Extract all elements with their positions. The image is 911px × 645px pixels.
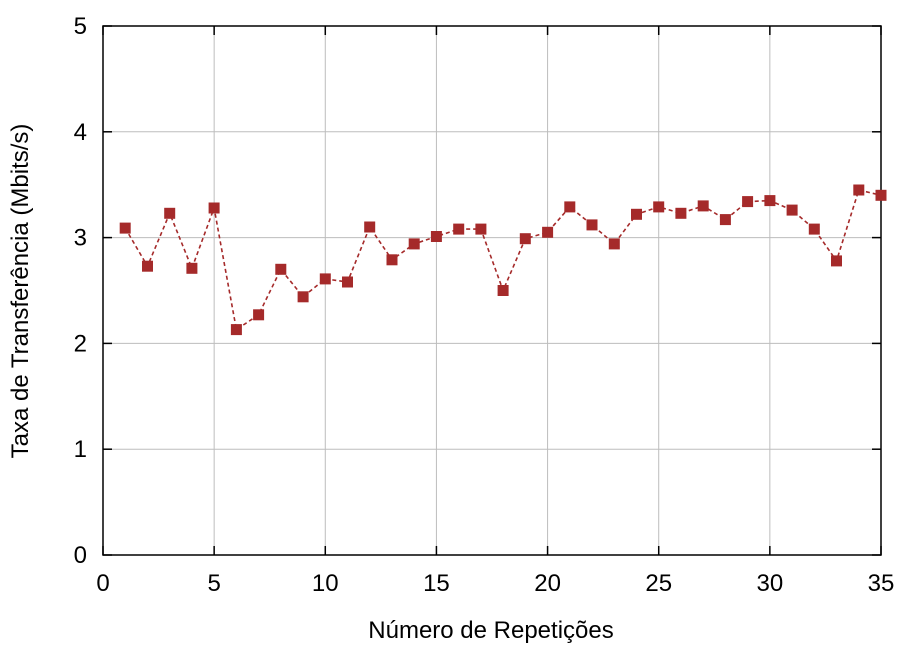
x-tick-labels: 0 5 10 15 20 25 30 35 <box>96 570 894 597</box>
data-point <box>298 291 309 302</box>
data-point <box>542 227 553 238</box>
y-tick-label: 2 <box>74 330 87 357</box>
data-point <box>764 195 775 206</box>
data-point <box>142 261 153 272</box>
x-tick-label: 30 <box>757 570 784 597</box>
x-tick-label: 25 <box>645 570 672 597</box>
x-tick-label: 0 <box>96 570 109 597</box>
data-point <box>809 224 820 235</box>
data-point <box>609 238 620 249</box>
y-tick-label: 0 <box>74 542 87 569</box>
plot-frame <box>103 26 881 555</box>
x-tick-label: 10 <box>312 570 339 597</box>
data-point <box>164 208 175 219</box>
y-tick-labels: 0 1 2 3 4 5 <box>74 13 87 569</box>
grid <box>103 26 881 555</box>
y-tick-label: 3 <box>74 225 87 252</box>
data-point <box>564 201 575 212</box>
data-point <box>698 200 709 211</box>
tick-marks <box>103 26 881 555</box>
data-point <box>409 238 420 249</box>
y-tick-label: 1 <box>74 436 87 463</box>
x-tick-label: 20 <box>534 570 561 597</box>
data-point <box>342 277 353 288</box>
data-point <box>320 273 331 284</box>
data-point <box>831 255 842 266</box>
series-layer <box>120 185 887 336</box>
data-point <box>231 324 242 335</box>
data-point <box>186 263 197 274</box>
x-axis-title: Número de Repetições <box>368 617 613 644</box>
x-tick-label: 15 <box>423 570 450 597</box>
data-point <box>853 185 864 196</box>
data-point <box>653 201 664 212</box>
data-point <box>787 205 798 216</box>
data-point <box>253 309 264 320</box>
data-point <box>475 224 486 235</box>
data-point <box>209 203 220 214</box>
data-point <box>876 190 887 201</box>
y-tick-label: 4 <box>74 119 87 146</box>
series-line <box>125 190 881 330</box>
y-axis-title: Taxa de Transferência (Mbits/s) <box>7 124 34 459</box>
data-point <box>120 223 131 234</box>
data-point <box>387 254 398 265</box>
data-point <box>364 222 375 233</box>
x-tick-label: 35 <box>868 570 895 597</box>
x-tick-label: 5 <box>207 570 220 597</box>
data-point <box>453 224 464 235</box>
data-point <box>431 231 442 242</box>
data-point <box>587 219 598 230</box>
data-point <box>275 264 286 275</box>
y-tick-label: 5 <box>74 13 87 40</box>
data-point <box>720 214 731 225</box>
data-point <box>675 208 686 219</box>
data-point <box>520 233 531 244</box>
data-point <box>742 196 753 207</box>
data-point <box>498 285 509 296</box>
data-point <box>631 209 642 220</box>
